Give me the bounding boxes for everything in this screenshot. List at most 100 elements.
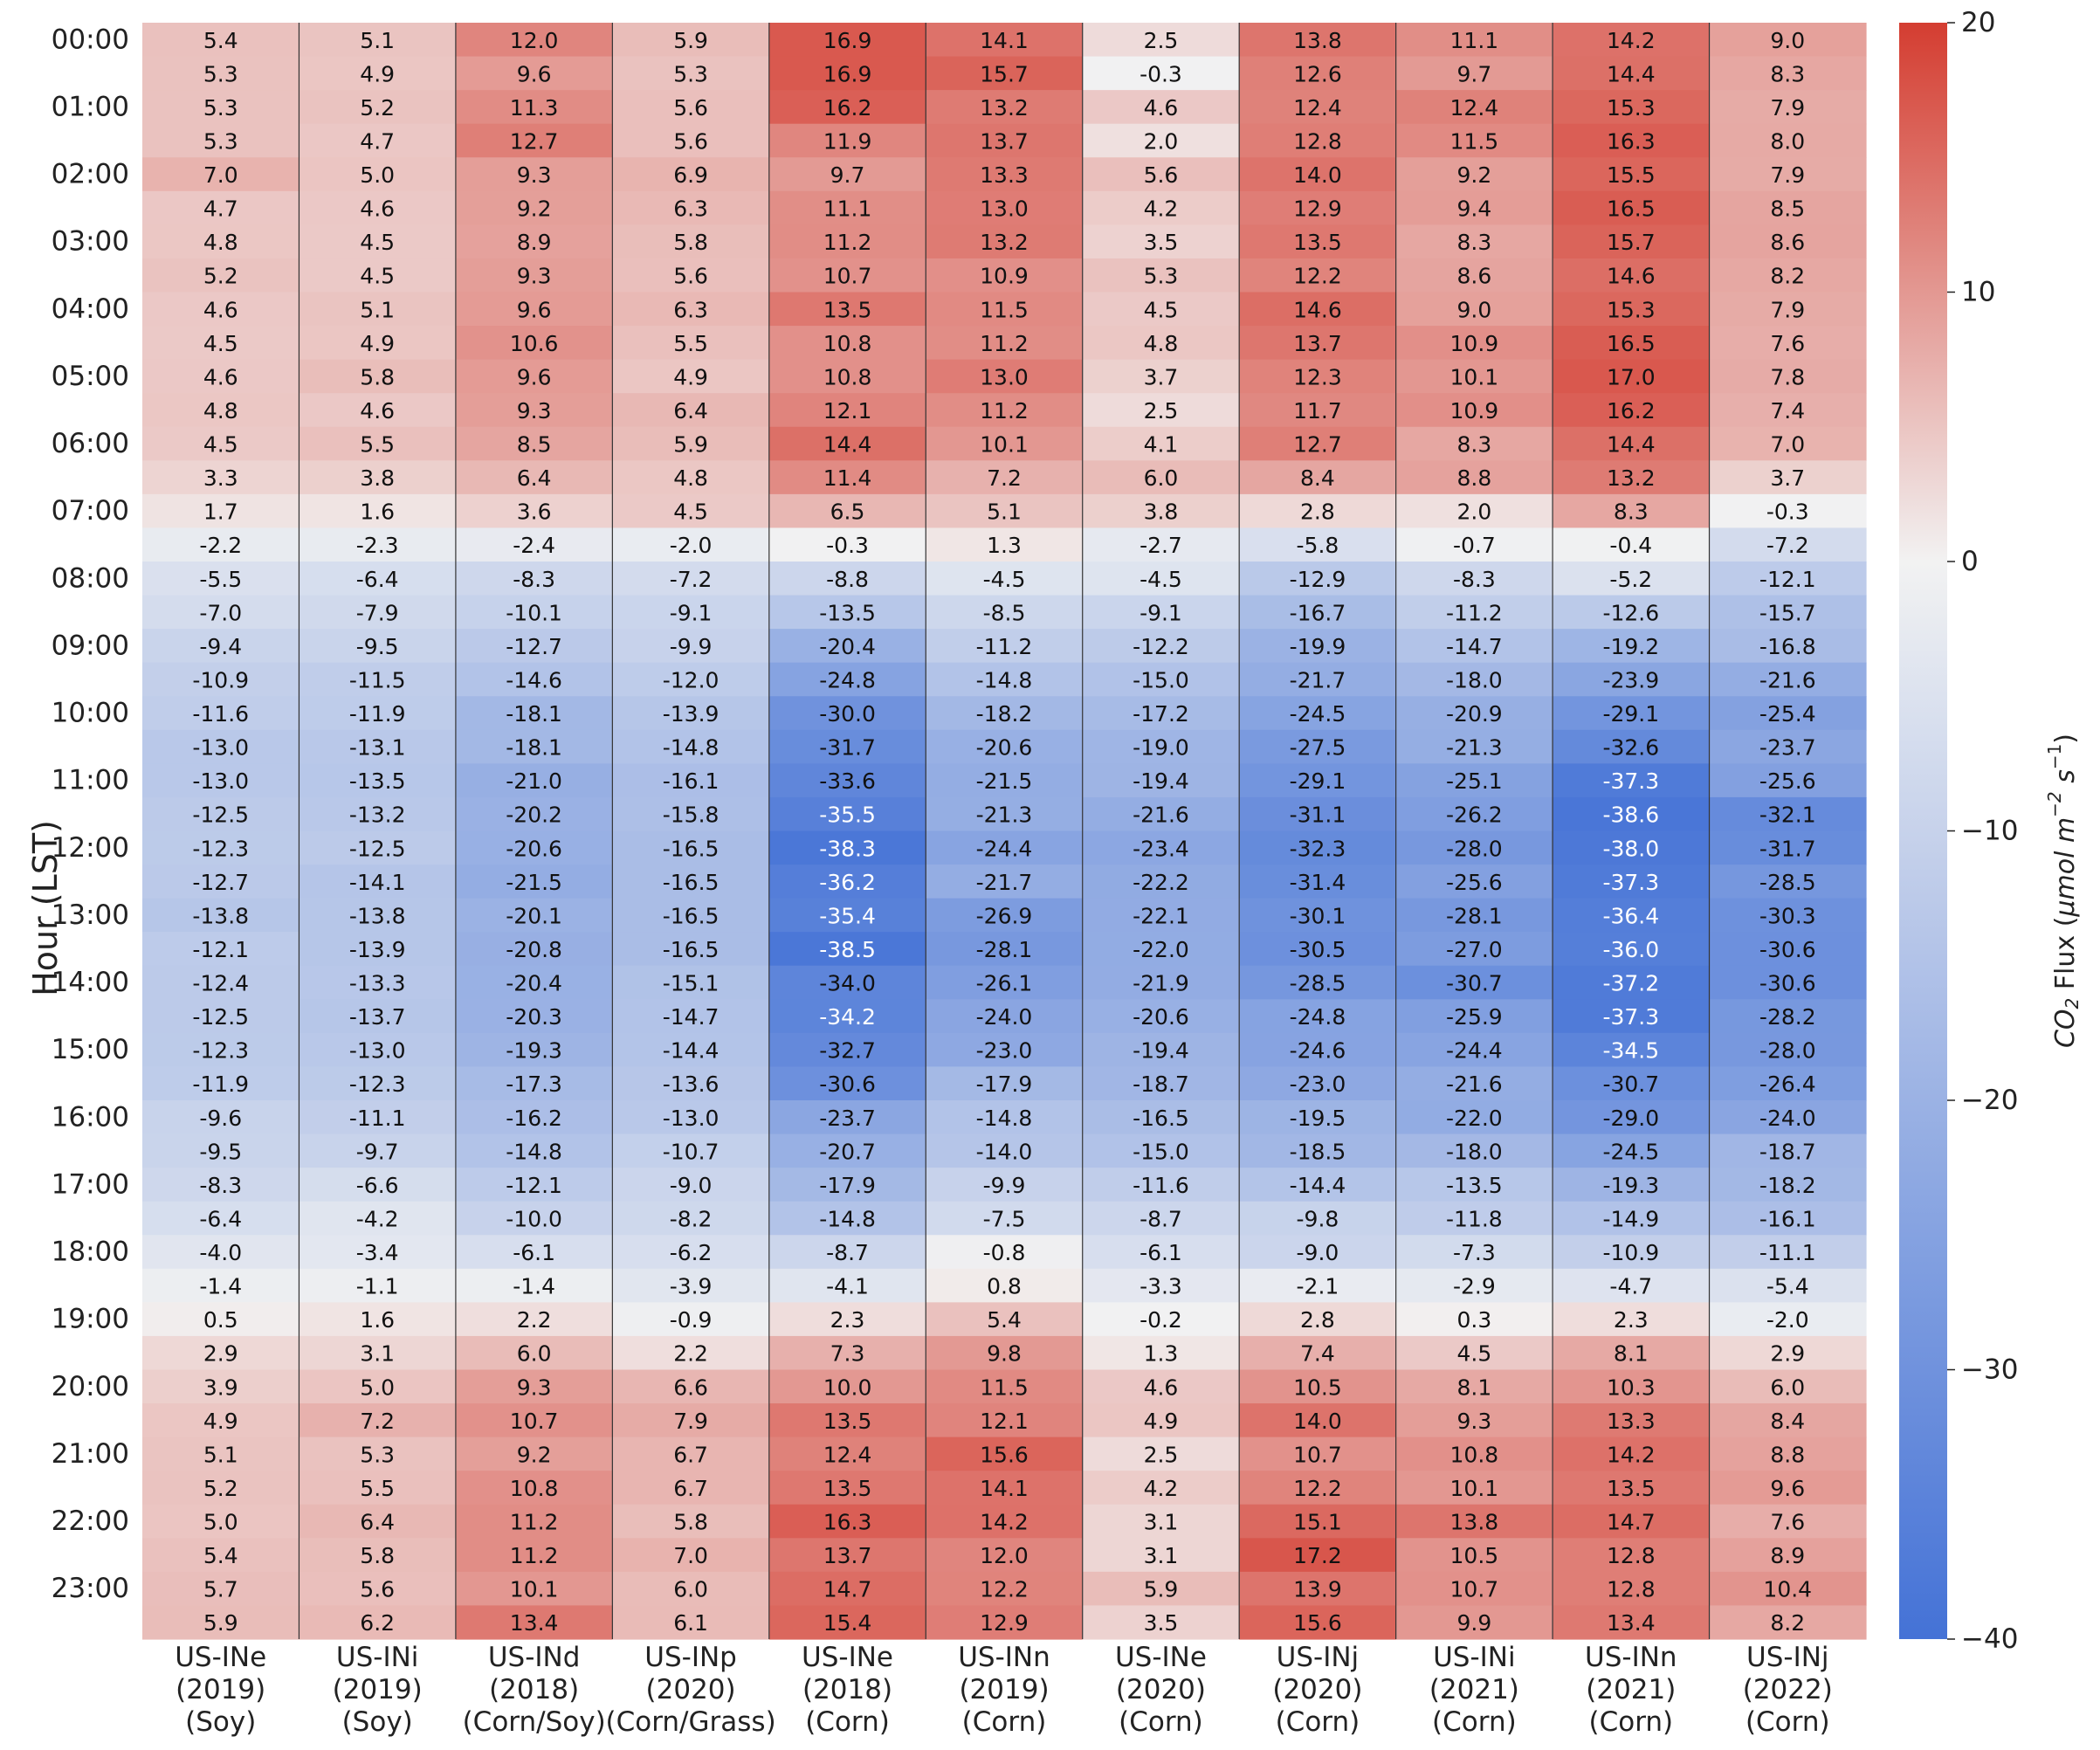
cell-value-label: 4.8 <box>1144 331 1179 356</box>
colorbar-gradient <box>1899 23 1947 1639</box>
cell-value-label: -15.0 <box>1133 667 1189 692</box>
cell-value-label: -13.6 <box>663 1071 720 1097</box>
heatmap-cell <box>455 1571 613 1607</box>
heatmap-cell <box>142 224 300 259</box>
heatmap-cell <box>1395 157 1553 192</box>
x-tick-label: US-INd <box>488 1642 581 1673</box>
heatmap-cell <box>926 1032 1084 1068</box>
heatmap-cell <box>1082 326 1240 361</box>
heatmap-cell <box>926 393 1084 428</box>
heatmap-cell <box>1395 898 1553 933</box>
heatmap-cell <box>1395 662 1553 697</box>
heatmap-cell <box>142 1235 300 1270</box>
cell-value-label: 6.5 <box>830 500 865 525</box>
heatmap-cell <box>768 562 926 596</box>
cell-value-label: 9.6 <box>517 61 552 86</box>
x-tick-label: US-INe <box>802 1642 893 1673</box>
cell-value-label: 13.7 <box>823 1543 872 1568</box>
heatmap-cell <box>612 1571 770 1607</box>
heatmap-cell <box>1709 1403 1867 1438</box>
heatmap-cell <box>142 292 300 327</box>
cell-value-label: -11.1 <box>1759 1240 1816 1265</box>
cell-value-label: -20.3 <box>506 1004 562 1030</box>
heatmap-cell <box>1553 1235 1711 1270</box>
cell-value-label: 14.2 <box>980 1510 1029 1535</box>
heatmap-cell <box>1553 629 1711 664</box>
cell-value-label: 12.4 <box>1450 95 1499 121</box>
heatmap-cell <box>768 629 926 664</box>
heatmap-cell <box>612 527 770 562</box>
heatmap-cell <box>299 460 457 495</box>
heatmap-cell <box>299 1335 457 1371</box>
heatmap-cell <box>455 56 613 91</box>
heatmap-cell <box>1082 729 1240 764</box>
heatmap-cell <box>612 224 770 259</box>
heatmap-cell <box>299 796 457 832</box>
cell-value-label: 16.5 <box>1607 196 1656 222</box>
x-tick-label: (2022) <box>1743 1674 1833 1705</box>
heatmap-cell <box>612 629 770 664</box>
cell-value-label: -29.1 <box>1602 701 1659 727</box>
heatmap-cell <box>612 258 770 293</box>
x-tick-label: (2020) <box>646 1674 736 1705</box>
cell-value-label: -13.9 <box>349 937 406 962</box>
heatmap-cell <box>1239 493 1397 529</box>
cell-value-label: 8.6 <box>1770 230 1805 255</box>
x-tick-label: US-INe <box>1115 1642 1207 1673</box>
heatmap-cell <box>612 562 770 596</box>
cell-value-label: -7.3 <box>1453 1240 1496 1265</box>
heatmap-cell <box>299 595 457 630</box>
x-tick-label: (Corn/Soy) <box>463 1706 606 1738</box>
heatmap-cell <box>1082 595 1240 630</box>
cell-value-label: -15.8 <box>663 803 720 828</box>
cell-value-label: -5.5 <box>199 567 242 592</box>
heatmap-cell <box>142 696 300 731</box>
heatmap-cell <box>1553 662 1711 697</box>
cell-value-label: -8.7 <box>826 1240 869 1265</box>
cell-value-label: 5.6 <box>673 128 708 154</box>
cell-value-label: 8.2 <box>1770 1610 1805 1636</box>
cell-value-label: 7.0 <box>673 1543 708 1568</box>
heatmap-cell <box>768 796 926 832</box>
cell-value-label: -2.0 <box>1766 1307 1809 1333</box>
heatmap-cell <box>612 595 770 630</box>
heatmap-cell <box>1082 90 1240 125</box>
cell-value-label: -31.4 <box>1290 870 1346 895</box>
heatmap-cell <box>299 258 457 293</box>
cell-value-label: 12.2 <box>1293 264 1342 289</box>
cell-value-label: -13.8 <box>192 903 249 928</box>
heatmap-cell <box>1709 1437 1867 1471</box>
cell-value-label: -18.2 <box>976 701 1033 727</box>
heatmap-cell <box>1395 1504 1553 1539</box>
cell-value-label: -19.0 <box>1133 735 1189 761</box>
heatmap-cell <box>768 1471 926 1505</box>
cell-value-label: 5.1 <box>203 1442 238 1467</box>
cell-value-label: 2.3 <box>1614 1307 1649 1333</box>
cell-value-label: -5.4 <box>1766 1274 1809 1299</box>
cell-value-label: -14.8 <box>976 667 1033 692</box>
heatmap-cell <box>1709 1066 1867 1101</box>
cell-value-label: -12.1 <box>506 1173 562 1198</box>
heatmap-cell <box>299 1504 457 1539</box>
heatmap-cell <box>768 999 926 1034</box>
heatmap-cell <box>1709 224 1867 259</box>
heatmap-cell <box>1082 56 1240 91</box>
heatmap-cell <box>1553 1369 1711 1404</box>
heatmap-cell <box>1553 1403 1711 1438</box>
cell-value-label: -9.4 <box>199 634 242 659</box>
colorbar-label-flux: Flux ( <box>2050 917 2081 998</box>
heatmap-cell <box>768 123 926 158</box>
heatmap-cell <box>1709 1100 1867 1135</box>
cell-value-label: -0.3 <box>1140 61 1182 86</box>
heatmap-cell <box>142 1168 300 1202</box>
heatmap-cell <box>768 493 926 529</box>
heatmap-cell <box>1395 56 1553 91</box>
cell-value-label: -4.2 <box>356 1206 399 1231</box>
heatmap-cell <box>1082 932 1240 967</box>
cell-value-label: 12.8 <box>1293 128 1342 154</box>
heatmap-cell <box>926 460 1084 495</box>
heatmap-cell <box>612 763 770 798</box>
cell-value-label: 7.9 <box>1770 297 1805 322</box>
heatmap-cell <box>612 23 770 58</box>
cell-value-label: -8.8 <box>826 567 869 592</box>
